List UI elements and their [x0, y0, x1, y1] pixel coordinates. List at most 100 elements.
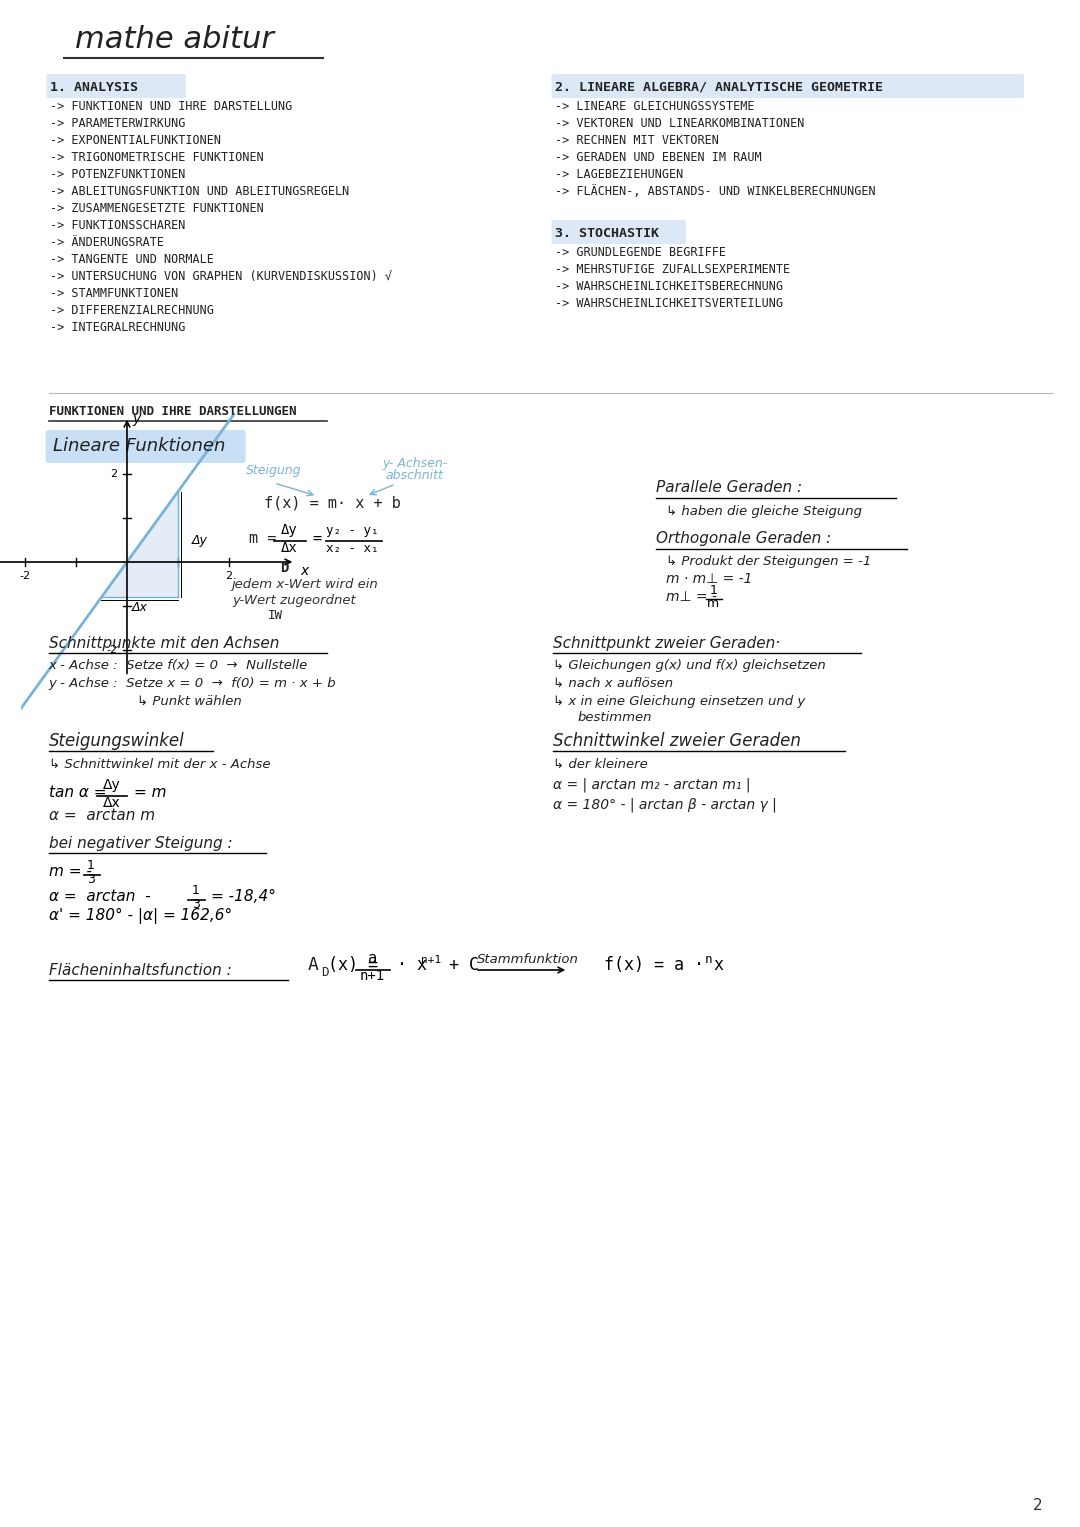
Text: tan α =: tan α = — [49, 785, 106, 800]
Text: y-Wert zugeordnet: y-Wert zugeordnet — [232, 594, 355, 608]
Text: y₂ - y₁: y₂ - y₁ — [326, 524, 379, 538]
Text: ↳ haben die gleiche Steigung: ↳ haben die gleiche Steigung — [666, 505, 862, 518]
Text: 2. LINEARE ALGEBRA/ ANALYTISCHE GEOMETRIE: 2. LINEARE ALGEBRA/ ANALYTISCHE GEOMETRI… — [555, 81, 883, 95]
Text: m⊥ = -: m⊥ = - — [666, 589, 717, 605]
Text: Δx: Δx — [103, 796, 120, 809]
Text: = m: = m — [134, 785, 166, 800]
Text: D: D — [280, 560, 288, 576]
Text: Orthogonale Geraden :: Orthogonale Geraden : — [657, 531, 832, 547]
Text: y - Achse :  Setze x = 0  →  f(0) = m · x + b: y - Achse : Setze x = 0 → f(0) = m · x +… — [49, 676, 336, 690]
Text: x: x — [300, 563, 309, 579]
Text: IW: IW — [268, 609, 283, 621]
Text: -> RECHNEN MIT VEKTOREN: -> RECHNEN MIT VEKTOREN — [555, 134, 719, 147]
Text: Δx: Δx — [281, 541, 297, 554]
Text: ↳ Punkt wählen: ↳ Punkt wählen — [137, 695, 242, 709]
Text: x₂ - x₁: x₂ - x₁ — [326, 542, 379, 554]
Text: Δy: Δy — [191, 534, 207, 547]
Text: n+1: n+1 — [421, 954, 442, 965]
Text: A: A — [308, 956, 319, 974]
Text: 3. STOCHASTIK: 3. STOCHASTIK — [555, 228, 660, 240]
Text: α =  arctan  -: α = arctan - — [49, 889, 150, 904]
FancyBboxPatch shape — [46, 73, 186, 98]
Text: -> ÄNDERUNGSRATE: -> ÄNDERUNGSRATE — [51, 237, 164, 249]
Text: -> TANGENTE UND NORMALE: -> TANGENTE UND NORMALE — [51, 253, 214, 266]
Text: = -18,4°: = -18,4° — [212, 889, 276, 904]
Text: 1: 1 — [710, 583, 717, 597]
Text: -> VEKTOREN UND LINEARKOMBINATIONEN: -> VEKTOREN UND LINEARKOMBINATIONEN — [555, 118, 805, 130]
Text: f(x) = m· x + b: f(x) = m· x + b — [265, 496, 401, 512]
Text: mathe abitur: mathe abitur — [75, 24, 274, 53]
Text: abschnitt: abschnitt — [386, 469, 444, 483]
Text: jedem x-Wert wird ein: jedem x-Wert wird ein — [232, 579, 379, 591]
Text: f(x) = a · x: f(x) = a · x — [605, 956, 725, 974]
FancyBboxPatch shape — [552, 220, 686, 244]
Text: -> PARAMETERWIRKUNG: -> PARAMETERWIRKUNG — [51, 118, 186, 130]
Text: -2: -2 — [106, 644, 117, 655]
Text: D: D — [321, 967, 328, 979]
Text: m · m⊥ = -1: m · m⊥ = -1 — [666, 573, 753, 586]
Text: ↳ der kleinere: ↳ der kleinere — [553, 757, 648, 771]
Text: -> WAHRSCHEINLICHKEITSVERTEILUNG: -> WAHRSCHEINLICHKEITSVERTEILUNG — [555, 296, 783, 310]
Text: Lineare Funktionen: Lineare Funktionen — [53, 437, 226, 455]
Text: 3: 3 — [86, 873, 95, 886]
Text: Steigung: Steigung — [246, 464, 301, 476]
Text: -> LINEARE GLEICHUNGSSYSTEME: -> LINEARE GLEICHUNGSSYSTEME — [555, 99, 755, 113]
Text: Δy: Δy — [103, 777, 120, 793]
Text: y: y — [132, 412, 140, 426]
Text: a: a — [367, 951, 377, 967]
Text: ↳ x in eine Gleichung einsetzen und y: ↳ x in eine Gleichung einsetzen und y — [553, 695, 806, 709]
Text: n: n — [704, 953, 712, 967]
Text: · x: · x — [396, 956, 427, 974]
Text: FUNKTIONEN UND IHRE DARSTELLUNGEN: FUNKTIONEN UND IHRE DARSTELLUNGEN — [49, 405, 296, 418]
Text: Schnittwinkel zweier Geraden: Schnittwinkel zweier Geraden — [553, 731, 801, 750]
Text: -> DIFFERENZIALRECHNUNG: -> DIFFERENZIALRECHNUNG — [51, 304, 214, 318]
Text: bei negativer Steigung :: bei negativer Steigung : — [49, 835, 232, 851]
Text: 1: 1 — [191, 884, 200, 896]
Text: =: = — [312, 531, 322, 547]
Text: 1. ANALYSIS: 1. ANALYSIS — [51, 81, 138, 95]
Text: + C: + C — [448, 956, 478, 974]
Text: 3: 3 — [191, 898, 200, 912]
Text: (x) =: (x) = — [328, 956, 378, 974]
Text: 2: 2 — [226, 571, 232, 580]
Text: -> UNTERSUCHUNG VON GRAPHEN (KURVENDISKUSSION) √: -> UNTERSUCHUNG VON GRAPHEN (KURVENDISKU… — [51, 270, 392, 282]
Text: Δy: Δy — [281, 524, 297, 538]
Text: -> MEHRSTUFIGE ZUFALLSEXPERIMENTE: -> MEHRSTUFIGE ZUFALLSEXPERIMENTE — [555, 263, 791, 276]
Text: m: m — [707, 597, 719, 609]
Text: ↳ Gleichungen g(x) und f(x) gleichsetzen: ↳ Gleichungen g(x) und f(x) gleichsetzen — [553, 660, 826, 672]
Text: -> FLÄCHEN-, ABSTANDS- UND WINKELBERECHNUNGEN: -> FLÄCHEN-, ABSTANDS- UND WINKELBERECHN… — [555, 185, 876, 199]
Text: ↳ Schnittwinkel mit der x - Achse: ↳ Schnittwinkel mit der x - Achse — [49, 757, 270, 771]
Text: m =: m = — [248, 531, 275, 547]
Text: Flächeninhaltsfunction :: Flächeninhaltsfunction : — [49, 964, 231, 977]
Text: α =  arctan m: α = arctan m — [49, 808, 154, 823]
Text: x - Achse :  Setze f(x) = 0  →  Nullstelle: x - Achse : Setze f(x) = 0 → Nullstelle — [49, 660, 308, 672]
Text: -> POTENZFUNKTIONEN: -> POTENZFUNKTIONEN — [51, 168, 186, 182]
FancyBboxPatch shape — [552, 73, 1024, 98]
Text: Schnittpunkte mit den Achsen: Schnittpunkte mit den Achsen — [49, 637, 279, 651]
Text: n+1: n+1 — [360, 970, 384, 983]
Text: 2: 2 — [1034, 1498, 1043, 1513]
Text: m = -: m = - — [49, 864, 92, 880]
Text: Parallele Geraden :: Parallele Geraden : — [657, 479, 802, 495]
Text: -> WAHRSCHEINLICHKEITSBERECHNUNG: -> WAHRSCHEINLICHKEITSBERECHNUNG — [555, 279, 783, 293]
Text: α = | arctan m₂ - arctan m₁ |: α = | arctan m₂ - arctan m₁ | — [553, 777, 751, 791]
Text: 1: 1 — [86, 860, 95, 872]
Text: α = 180° - | arctan β - arctan γ |: α = 180° - | arctan β - arctan γ | — [553, 797, 778, 811]
Text: -> INTEGRALRECHNUNG: -> INTEGRALRECHNUNG — [51, 321, 186, 334]
Text: Schnittpunkt zweier Geraden·: Schnittpunkt zweier Geraden· — [553, 637, 781, 651]
Text: y- Achsen-: y- Achsen- — [382, 457, 447, 470]
Text: ↳ nach x auflösen: ↳ nach x auflösen — [553, 676, 674, 690]
Text: -> FUNKTIONEN UND IHRE DARSTELLUNG: -> FUNKTIONEN UND IHRE DARSTELLUNG — [51, 99, 293, 113]
Text: bestimmen: bestimmen — [578, 712, 652, 724]
Text: Stammfunktion: Stammfunktion — [477, 953, 579, 967]
Text: -> EXPONENTIALFUNKTIONEN: -> EXPONENTIALFUNKTIONEN — [51, 134, 221, 147]
Text: -> GERADEN UND EBENEN IM RAUM: -> GERADEN UND EBENEN IM RAUM — [555, 151, 762, 163]
Text: ↳ Produkt der Steigungen = -1: ↳ Produkt der Steigungen = -1 — [666, 554, 872, 568]
Text: -> STAMMFUNKTIONEN: -> STAMMFUNKTIONEN — [51, 287, 179, 299]
Text: -> ZUSAMMENGESETZTE FUNKTIONEN: -> ZUSAMMENGESETZTE FUNKTIONEN — [51, 202, 265, 215]
Text: -2: -2 — [19, 571, 30, 580]
Text: Δx: Δx — [132, 602, 148, 614]
FancyBboxPatch shape — [45, 431, 245, 463]
Text: -> FUNKTIONSSCHAREN: -> FUNKTIONSSCHAREN — [51, 218, 186, 232]
Text: 2: 2 — [110, 469, 117, 479]
